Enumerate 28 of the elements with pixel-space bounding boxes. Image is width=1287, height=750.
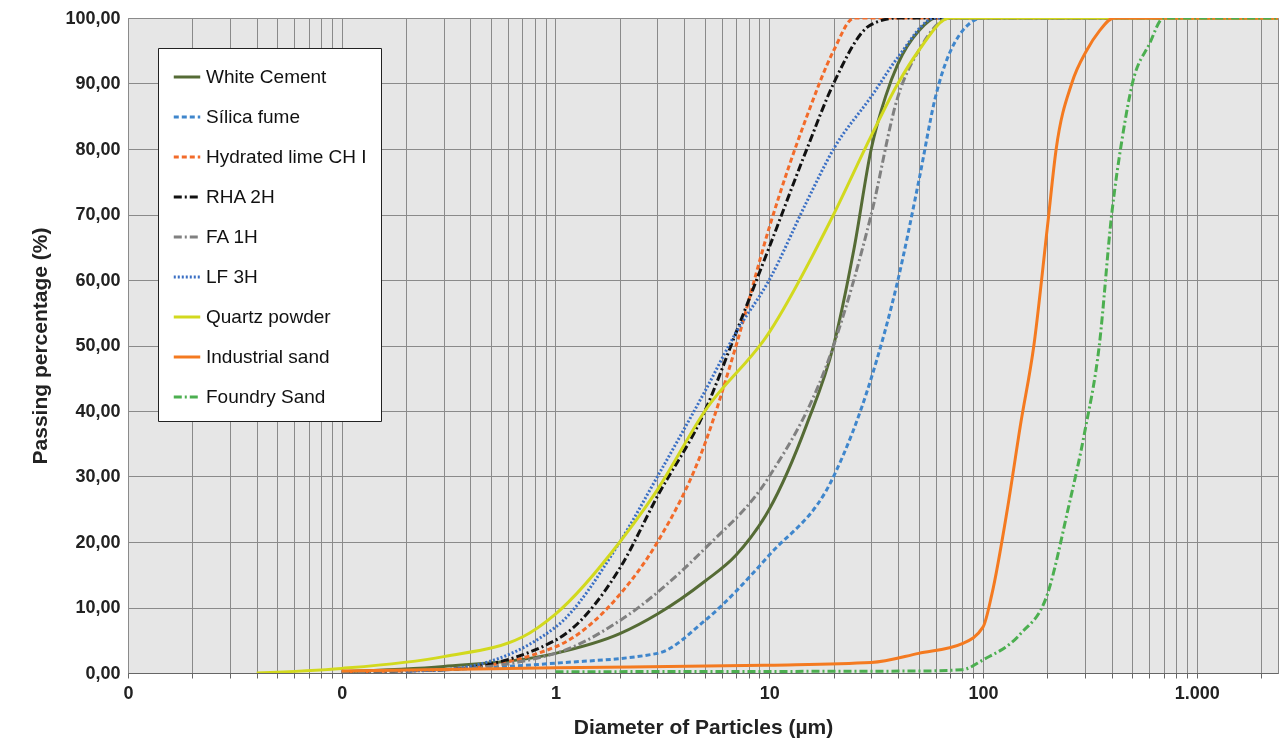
y-tick-label: 100,00 bbox=[65, 7, 121, 28]
legend-label: Quartz powder bbox=[206, 306, 332, 327]
x-axis-title: Diameter of Particles (µm) bbox=[573, 714, 834, 738]
legend-label: Industrial sand bbox=[206, 346, 330, 367]
y-tick-label: 60,00 bbox=[75, 269, 121, 290]
y-tick-label: 30,00 bbox=[75, 466, 121, 486]
legend-label: RHA 2H bbox=[206, 186, 275, 207]
y-tick-label: 10,00 bbox=[75, 597, 121, 617]
y-tick-label: 0,00 bbox=[85, 662, 121, 683]
x-tick-label: 1.000 bbox=[1174, 682, 1220, 703]
legend-label: Hydrated lime CH I bbox=[206, 146, 367, 167]
x-tick-label: 100 bbox=[968, 682, 999, 703]
y-tick-label: 40,00 bbox=[75, 400, 121, 421]
legend-label: Foundry Sand bbox=[206, 386, 326, 407]
x-tick-label: 10 bbox=[759, 682, 780, 703]
y-tick-label: 80,00 bbox=[75, 138, 121, 159]
y-tick-label: 90,00 bbox=[75, 73, 121, 93]
x-tick-label: 0 bbox=[123, 682, 134, 703]
legend-label: Sílica fume bbox=[206, 106, 300, 127]
y-tick-label: 20,00 bbox=[75, 531, 121, 552]
legend-label: White Cement bbox=[206, 66, 328, 87]
y-tick-label: 50,00 bbox=[75, 335, 121, 355]
x-tick-label: 1 bbox=[550, 682, 561, 703]
x-tick-label: 0 bbox=[337, 682, 348, 703]
legend-label: FA 1H bbox=[206, 226, 258, 247]
y-tick-label: 70,00 bbox=[75, 204, 121, 224]
legend-label: LF 3H bbox=[206, 266, 258, 287]
y-axis-title: Passing percentage (%) bbox=[28, 227, 52, 465]
